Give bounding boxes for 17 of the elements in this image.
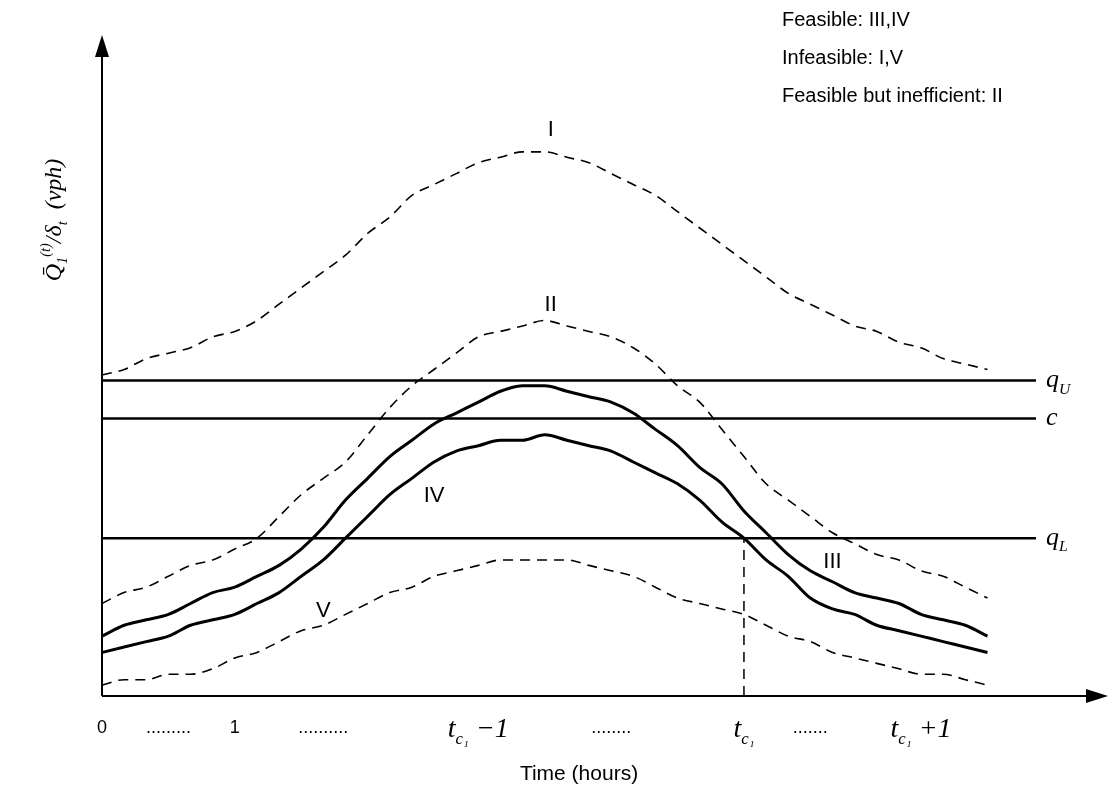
text: Feasible but inefficient: II	[782, 83, 1003, 106]
ref-line-label: c	[1046, 402, 1058, 432]
x-tick-label: ........	[591, 716, 632, 737]
x-tick-label: .........	[145, 716, 191, 737]
series-label: IV	[423, 482, 445, 508]
series-label: II	[544, 290, 557, 316]
text: Feasible: III,IV	[782, 7, 911, 30]
x-tick-label: 1	[229, 716, 240, 737]
x-axis-title: Time (hours)	[519, 760, 639, 784]
series-label: III	[823, 547, 842, 573]
text: Infeasible: I,V	[782, 45, 904, 68]
x-tick-label: .......	[792, 716, 828, 737]
series-label: V	[316, 597, 332, 623]
x-tick-label: 0	[96, 716, 108, 737]
series-label: I	[547, 115, 554, 141]
y-axis-title: Q̄1(t)/δt (vph)	[37, 158, 71, 282]
x-tick-label: ..........	[298, 716, 349, 737]
